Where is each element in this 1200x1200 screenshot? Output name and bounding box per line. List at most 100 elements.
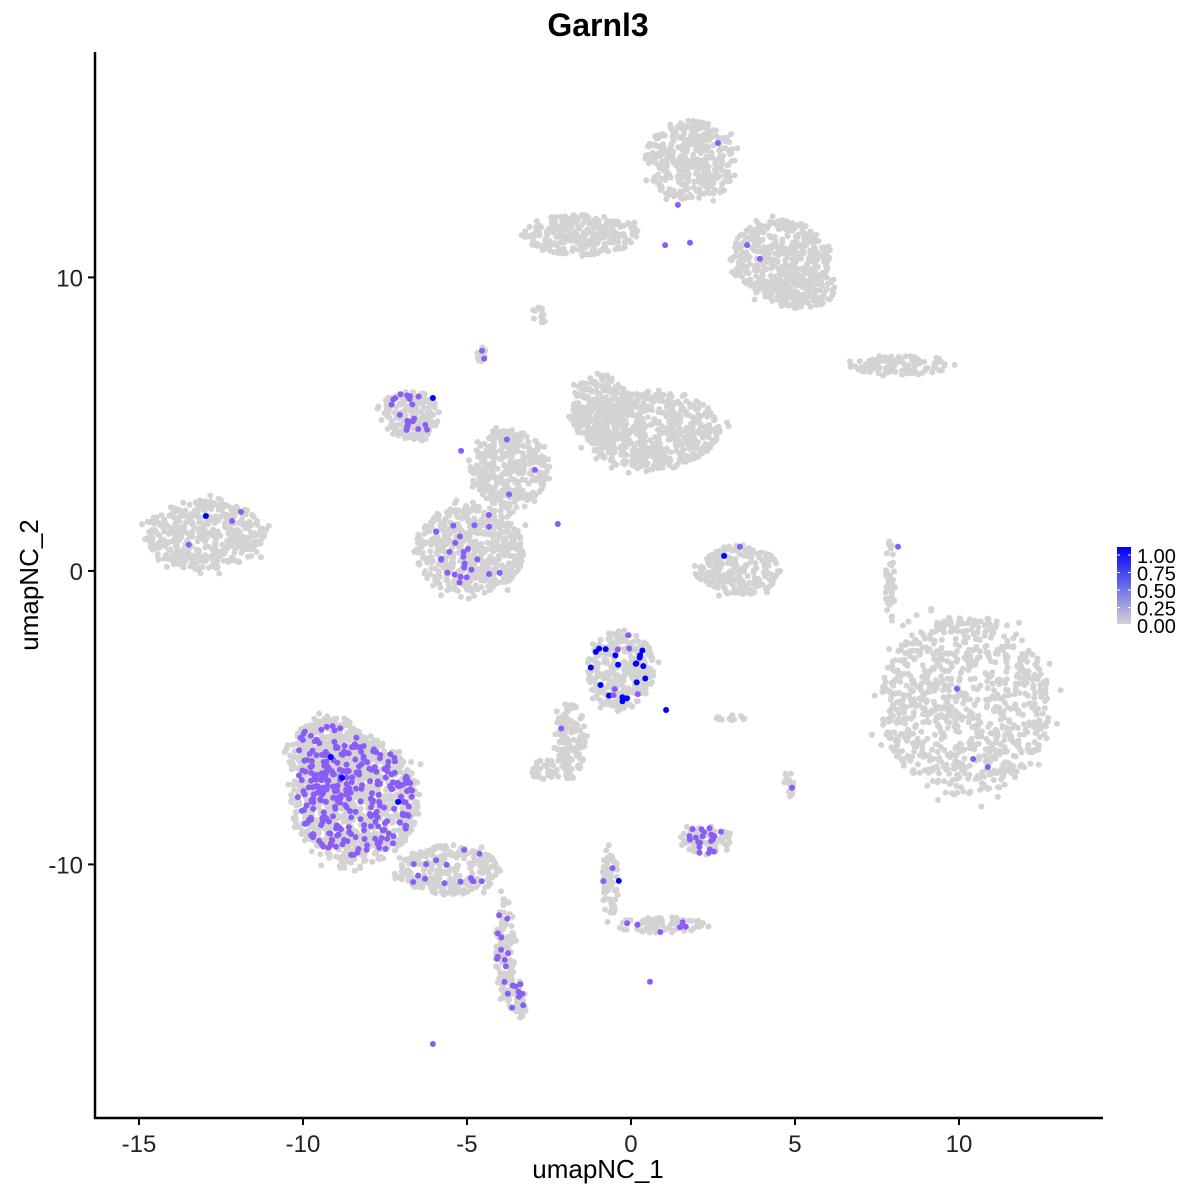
cell-point <box>987 634 994 641</box>
cell-point <box>971 685 978 692</box>
cell-point <box>211 545 218 552</box>
cell-point <box>792 288 798 295</box>
cell-point <box>614 431 621 437</box>
cell-point <box>478 584 485 591</box>
cell-point <box>396 400 403 407</box>
cell-point <box>693 416 700 423</box>
cell-point <box>718 561 725 568</box>
cell-point <box>955 691 962 698</box>
cell-point <box>961 654 968 661</box>
cell-point <box>820 300 826 306</box>
cell-point <box>666 392 673 399</box>
cell-point <box>590 222 597 229</box>
cell-point <box>391 423 398 430</box>
cell-point <box>593 412 600 419</box>
cell-point <box>710 197 717 204</box>
cell-point <box>697 141 704 148</box>
cell-point <box>774 296 781 303</box>
cell-point <box>695 194 702 201</box>
cell-point <box>677 188 684 195</box>
cell-point <box>772 263 779 270</box>
cell-point <box>189 533 196 540</box>
cell-point <box>868 731 875 738</box>
cell-point <box>491 513 498 520</box>
cell-point <box>479 479 486 486</box>
cell-point <box>505 477 512 484</box>
cell-point <box>993 618 1000 625</box>
cell-point <box>182 507 189 514</box>
cell-point <box>587 229 594 236</box>
cell-point <box>702 154 709 161</box>
cell-point <box>756 577 763 583</box>
cell-point <box>694 439 701 446</box>
cell-point <box>990 687 997 694</box>
cell-point <box>465 457 472 464</box>
cell-point <box>594 370 601 377</box>
cell-point <box>1053 720 1060 727</box>
cell-point <box>805 256 812 262</box>
cell-point <box>690 403 697 410</box>
cell-point <box>966 744 973 751</box>
cell-point <box>805 268 812 275</box>
cell-point <box>578 247 584 254</box>
cell-point <box>211 514 218 520</box>
cell-point <box>434 550 441 557</box>
cell-point <box>658 392 665 399</box>
cell-point <box>993 736 1000 743</box>
cell-point <box>901 705 907 712</box>
cell-point <box>928 686 934 693</box>
cell-point <box>223 511 230 518</box>
cell-point <box>789 227 796 234</box>
cell-point <box>1039 710 1046 717</box>
cell-point <box>679 393 686 399</box>
cell-point <box>659 146 666 153</box>
cell-point <box>421 391 428 398</box>
cell-point <box>546 237 553 244</box>
cell-point <box>819 244 826 251</box>
cell-point <box>698 119 705 126</box>
cell-point <box>746 224 753 231</box>
cell-point <box>954 771 961 778</box>
cell-point <box>751 580 758 587</box>
cell-point <box>997 716 1004 723</box>
cell-point <box>983 649 990 656</box>
cell-point <box>650 465 657 471</box>
cell-point <box>525 438 532 445</box>
cell-point <box>633 391 640 397</box>
cell-point <box>432 422 439 429</box>
cell-point <box>1037 687 1044 694</box>
cell-point <box>195 548 202 555</box>
cell-point <box>560 220 567 226</box>
cell-point <box>201 525 208 532</box>
cell-point <box>1011 722 1017 729</box>
cell-point <box>763 570 770 577</box>
cell-point <box>491 474 498 481</box>
cell-point <box>444 587 451 594</box>
cell-point <box>531 233 538 240</box>
cell-point <box>941 747 948 754</box>
cell-point <box>203 535 210 541</box>
cell-point <box>600 453 607 460</box>
cell-point <box>528 459 535 466</box>
cell-point <box>1012 774 1019 781</box>
cell-point <box>424 574 431 581</box>
cell-point <box>1025 692 1031 699</box>
cell-point <box>784 302 791 309</box>
cell-point <box>584 386 591 393</box>
cell-point <box>769 213 776 220</box>
cell-point <box>702 176 709 183</box>
cell-point <box>1029 651 1036 658</box>
cell-point <box>937 725 943 732</box>
cell-point <box>893 743 900 750</box>
cell-point <box>895 358 902 365</box>
cell-point <box>993 751 1000 758</box>
cell-point <box>814 301 821 308</box>
cell-point <box>476 465 483 472</box>
cell-point <box>665 173 672 180</box>
cell-point <box>533 218 540 225</box>
cell-point <box>1026 719 1033 726</box>
cell-point <box>908 702 915 709</box>
cell-point <box>985 723 992 730</box>
cell-point <box>695 405 702 412</box>
